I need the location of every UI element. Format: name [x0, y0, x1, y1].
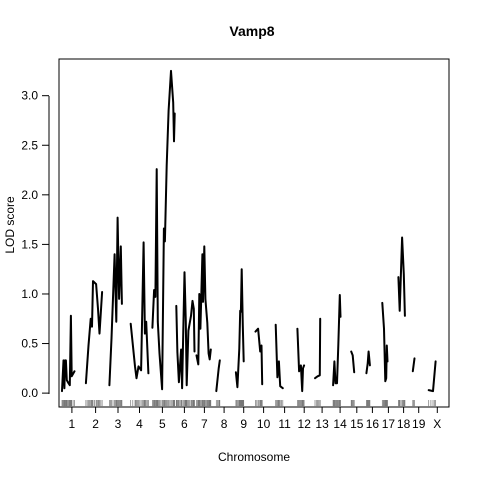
- x-tick-label-chr5: 5: [159, 417, 166, 431]
- x-tick-label-chr13: 13: [315, 417, 329, 431]
- x-tick-label-chr9: 9: [240, 417, 247, 431]
- lod-line-chr12: [296, 327, 306, 393]
- x-tick-label-chr18: 18: [397, 417, 411, 431]
- lod-line-chr15: [350, 350, 356, 374]
- y-tick-label: 1.0: [21, 287, 38, 301]
- lod-line-chr10: [254, 327, 264, 386]
- y-tick-label: 2.5: [21, 138, 38, 152]
- x-tick-label-chr10: 10: [257, 417, 271, 431]
- x-axis: 1 2 3 4 5 6 7 8 9 10 11 12 13 14 15 16 17 18 19 X: [69, 407, 441, 431]
- lod-line-chr19: [411, 357, 416, 373]
- lod-series: [61, 69, 437, 393]
- x-tick-label-chrX: X: [433, 417, 441, 431]
- lod-line-chr8: [215, 359, 221, 393]
- y-axis-label: LOD score: [3, 196, 17, 254]
- x-tick-label-chr17: 17: [382, 417, 396, 431]
- x-tick-label-chr1: 1: [69, 417, 76, 431]
- lod-line-chr2: [84, 280, 104, 385]
- x-tick-label-chr3: 3: [115, 417, 122, 431]
- x-tick-label-chr7: 7: [201, 417, 208, 431]
- lod-line-chr6: [175, 271, 196, 390]
- lod-line-chrX: [427, 360, 437, 393]
- x-tick-label-chr8: 8: [221, 417, 228, 431]
- lod-line-chr18: [397, 236, 406, 317]
- x-tick-label-chr11: 11: [278, 417, 291, 431]
- y-tick-label: 0.5: [21, 337, 38, 351]
- lod-line-chr11: [274, 323, 284, 390]
- lod-line-chr14: [332, 294, 342, 387]
- lod-line-chr4: [129, 241, 150, 380]
- x-tick-label-chr14: 14: [333, 417, 347, 431]
- lod-line-chr5: [151, 69, 176, 391]
- x-tick-label-chr15: 15: [350, 417, 364, 431]
- y-tick-label: 3.0: [21, 89, 38, 103]
- y-tick-label: 1.5: [21, 237, 38, 251]
- x-tick-label-chr6: 6: [181, 417, 188, 431]
- lod-line-chr3: [108, 216, 123, 387]
- lod-line-chr17: [381, 301, 389, 383]
- x-tick-label-chr4: 4: [136, 417, 143, 431]
- x-tick-label-chr2: 2: [92, 417, 99, 431]
- x-tick-label-chr16: 16: [366, 417, 380, 431]
- marker-rug: [61, 400, 436, 407]
- lod-line-chr13: [314, 317, 322, 380]
- x-axis-label: Chromosome: [218, 450, 290, 464]
- plot-frame: [58, 58, 450, 408]
- y-tick-label: 0.0: [21, 386, 38, 400]
- lod-line-chr16: [365, 350, 371, 375]
- x-tick-label-chr12: 12: [298, 417, 312, 431]
- y-tick-label: 2.0: [21, 188, 38, 202]
- lod-line-chr7: [195, 245, 212, 366]
- lod-line-chr9: [234, 268, 245, 389]
- y-axis: 0.0 0.5 1.0 1.5 2.0 2.5 3.0: [21, 89, 49, 400]
- x-tick-label-chr19: 19: [412, 417, 426, 431]
- chart-title: Vamp8: [229, 23, 274, 39]
- lod-line-chr1: [61, 314, 76, 393]
